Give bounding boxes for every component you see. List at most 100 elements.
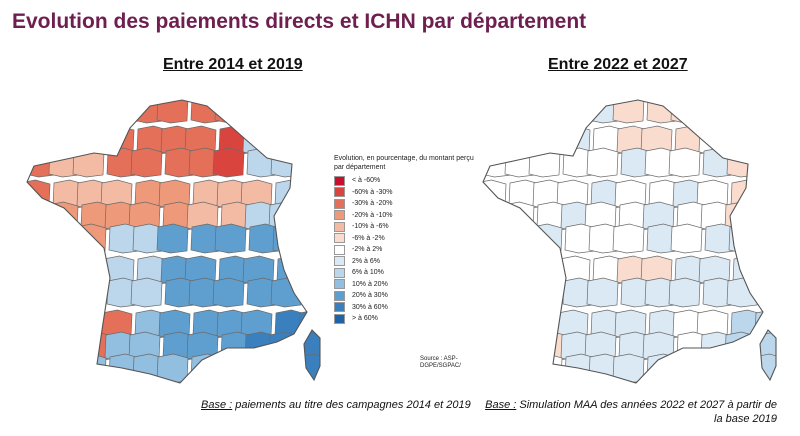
legend-label: 30% à 60% <box>352 303 388 311</box>
department-13 <box>534 125 567 156</box>
department-56 <box>50 223 83 254</box>
legend-swatch <box>334 221 345 232</box>
department-81 <box>586 277 619 308</box>
department-123 <box>535 386 566 390</box>
department-43 <box>298 179 320 210</box>
department-78 <box>504 277 537 308</box>
department-125 <box>593 386 624 390</box>
department-120 <box>752 353 776 383</box>
department-21 <box>756 125 776 156</box>
legend-label: -30% à -20% <box>352 200 393 208</box>
department-87 <box>304 277 320 308</box>
department-55 <box>27 223 49 254</box>
department-0 <box>483 100 505 124</box>
department-7 <box>670 100 703 124</box>
department-20 <box>276 125 309 156</box>
department-65 <box>752 223 776 254</box>
corsica-outline <box>303 329 321 382</box>
department-60 <box>156 223 189 254</box>
department-68 <box>78 255 111 286</box>
department-76 <box>756 255 776 286</box>
department-111 <box>50 353 83 383</box>
department-33 <box>27 179 51 210</box>
department-99 <box>27 331 55 362</box>
department-117 <box>670 353 703 383</box>
department-26 <box>586 147 619 178</box>
source-note: Source : ASP-DGPE/SGPAC/ <box>420 356 461 369</box>
legend-swatch <box>334 187 345 198</box>
department-84 <box>668 277 701 308</box>
department-67 <box>44 255 77 286</box>
department-1 <box>506 100 539 124</box>
department-125 <box>137 386 168 390</box>
department-7 <box>214 100 247 124</box>
department-110 <box>483 353 505 383</box>
department-117 <box>214 353 247 383</box>
legend-swatch <box>334 210 345 221</box>
department-76 <box>300 255 320 286</box>
legend-swatch <box>334 313 345 324</box>
caption-left: Base : paiements au titre des campagnes … <box>201 398 471 412</box>
department-11 <box>27 125 53 156</box>
department-86 <box>270 277 303 308</box>
department-55 <box>483 223 505 254</box>
department-88 <box>483 309 507 340</box>
legend-item: -2% à 2% <box>334 244 474 256</box>
department-67 <box>500 255 533 286</box>
department-122 <box>501 386 532 390</box>
department-56 <box>506 223 539 254</box>
legend-item: -60% à -30% <box>334 187 474 199</box>
department-32 <box>760 147 776 178</box>
department-21 <box>300 125 320 156</box>
department-131 <box>301 386 322 390</box>
department-26 <box>130 147 163 178</box>
department-112 <box>74 353 107 383</box>
department-124 <box>103 386 134 390</box>
department-99 <box>483 331 511 362</box>
legend-title: Evolution, en pourcentage, du montant pe… <box>334 155 474 171</box>
france-outline <box>26 99 308 384</box>
legend-item: > à 60% <box>334 313 474 325</box>
legend-item: -20% à -10% <box>334 210 474 222</box>
department-79 <box>528 277 561 308</box>
legend-label: < à -60% <box>352 177 381 185</box>
department-24 <box>528 147 561 178</box>
department-79 <box>72 277 105 308</box>
legend-swatch <box>334 290 345 301</box>
department-0 <box>27 100 49 124</box>
department-33 <box>483 179 507 210</box>
department-24 <box>72 147 105 178</box>
department-121 <box>22 386 52 390</box>
department-9 <box>728 100 761 124</box>
map-title-2014-2019: Entre 2014 et 2019 <box>163 56 303 73</box>
department-32 <box>304 147 320 178</box>
caption-right: Base : Simulation MAA des années 2022 et… <box>481 398 777 426</box>
department-57 <box>74 223 107 254</box>
department-8 <box>248 100 281 124</box>
department-119 <box>272 353 305 383</box>
legend-label: -6% à -2% <box>352 234 385 242</box>
department-130 <box>733 386 764 390</box>
department-126 <box>161 386 192 390</box>
department-57 <box>530 223 563 254</box>
department-118 <box>704 353 737 383</box>
page-title: Evolution des paiements directs et ICHN … <box>12 10 587 33</box>
department-13 <box>78 125 111 156</box>
department-10 <box>752 100 776 124</box>
department-11 <box>483 125 509 156</box>
department-112 <box>530 353 563 383</box>
department-130 <box>277 386 308 390</box>
department-10 <box>296 100 320 124</box>
department-129 <box>243 386 274 390</box>
department-54 <box>758 201 776 232</box>
department-81 <box>130 277 163 308</box>
department-66 <box>483 255 509 286</box>
department-100 <box>46 331 79 362</box>
caption-right-label: Base : <box>485 399 517 411</box>
department-3 <box>108 100 141 124</box>
legend-label: -10% à -6% <box>352 223 389 231</box>
department-84 <box>212 277 245 308</box>
legend-swatch <box>334 175 345 186</box>
department-2 <box>74 100 107 124</box>
legend-item: 20% à 30% <box>334 290 474 302</box>
